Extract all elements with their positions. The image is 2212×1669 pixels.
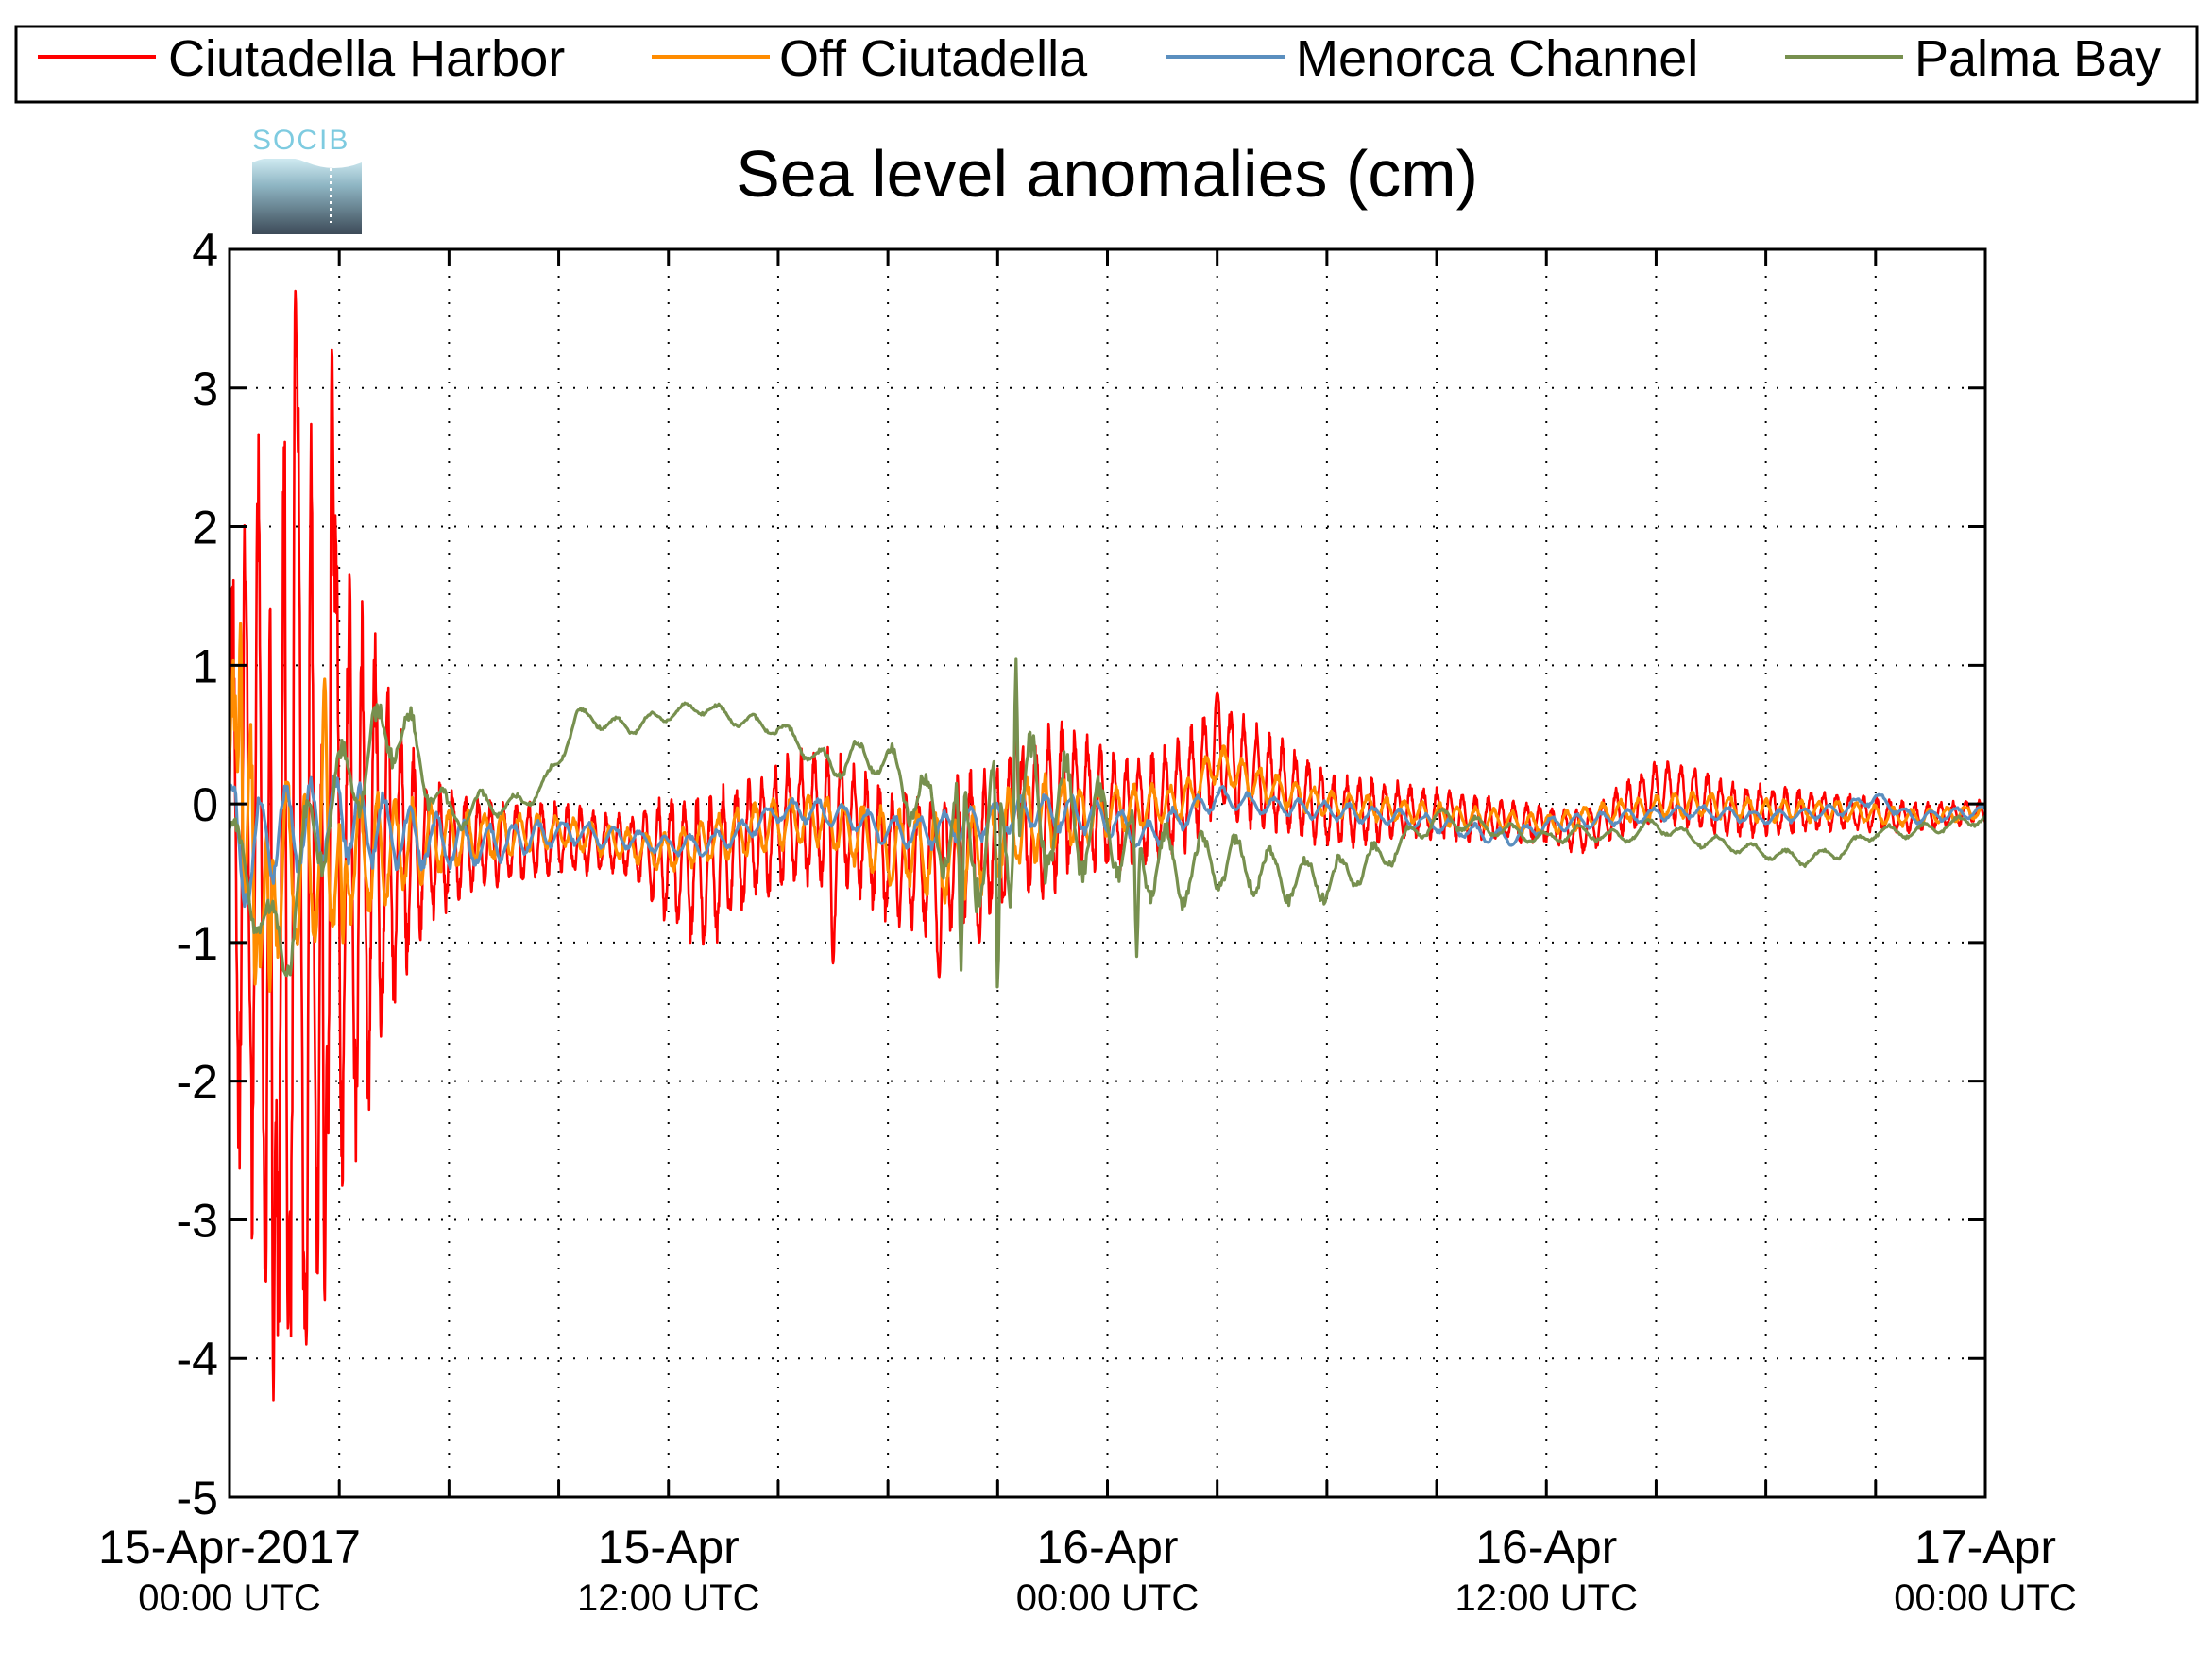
x-tick-label-time: 12:00 UTC (577, 1577, 759, 1619)
legend-label-off-ciutadella: Off Ciutadella (779, 30, 1088, 87)
x-tick-label-time: 12:00 UTC (1455, 1577, 1638, 1619)
legend-entry-ciutadella-harbor: Ciutadella Harbor (38, 30, 565, 87)
logo-text: SOCIB (252, 125, 349, 156)
y-tick-label: -3 (177, 1194, 218, 1247)
legend-entry-menorca-channel: Menorca Channel (1166, 30, 1698, 87)
logo-wave (252, 157, 362, 168)
legend-label-menorca-channel: Menorca Channel (1296, 30, 1698, 87)
legend-label-palma-bay: Palma Bay (1914, 30, 2161, 87)
legend-entry-palma-bay: Palma Bay (1785, 30, 2161, 87)
legend-label-ciutadella-harbor: Ciutadella Harbor (168, 30, 565, 87)
x-tick-label-date: 16-Apr (1475, 1521, 1617, 1574)
y-tick-label: 3 (192, 363, 218, 416)
y-tick-label: -5 (177, 1472, 218, 1524)
plot-frame (230, 249, 1985, 1497)
logo-graphic (252, 159, 362, 234)
y-tick-label: 2 (192, 502, 218, 554)
y-tick-label: 1 (192, 639, 218, 692)
y-tick-label: 0 (192, 778, 218, 831)
tick-layer (230, 247, 1987, 1499)
series-layer (228, 289, 1987, 1402)
y-tick-label: -1 (177, 917, 218, 970)
grid-layer (230, 249, 1985, 1497)
y-tick-label: -4 (177, 1333, 218, 1386)
chart-title: Sea level anomalies (cm) (736, 137, 1478, 211)
x-tick-label-date: 16-Apr (1036, 1521, 1178, 1574)
x-tick-label-time: 00:00 UTC (1016, 1577, 1199, 1619)
x-tick-label-date: 15-Apr-2017 (98, 1521, 361, 1574)
series-line-off-ciutadella (228, 622, 1986, 993)
y-tick-label: 4 (192, 224, 218, 277)
legend-box (14, 25, 2199, 104)
x-tick-label-time: 00:00 UTC (1894, 1577, 2076, 1619)
x-tick-label-date: 15-Apr (598, 1521, 740, 1574)
legend-entry-off-ciutadella: Off Ciutadella (652, 30, 1088, 87)
series-line-ciutadella-harbor (228, 289, 1986, 1402)
x-tick-label-date: 17-Apr (1914, 1521, 2056, 1574)
y-tick-label: -2 (177, 1056, 218, 1109)
x-tick-label-time: 00:00 UTC (138, 1577, 320, 1619)
legend: Ciutadella Harbor Off Ciutadella Menorca… (14, 25, 2199, 104)
series-line-palma-bay (228, 657, 1987, 989)
socib-logo: SOCIB (252, 125, 362, 234)
